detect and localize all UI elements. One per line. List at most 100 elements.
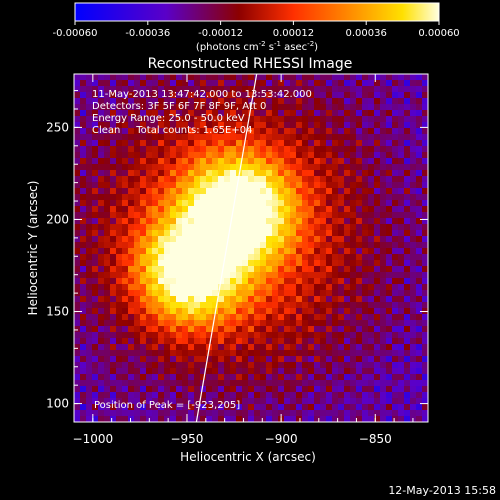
- heatmap-cell: [158, 404, 165, 411]
- heatmap-cell: [332, 272, 339, 279]
- heatmap-cell: [206, 164, 213, 171]
- heatmap-cell: [140, 302, 147, 309]
- heatmap-cell: [230, 290, 237, 297]
- heatmap-cell: [164, 206, 171, 213]
- heatmap-cell: [170, 314, 177, 321]
- heatmap-cell: [296, 80, 303, 87]
- heatmap-cell: [194, 254, 201, 261]
- heatmap-cell: [224, 104, 231, 111]
- heatmap-cell: [86, 368, 93, 375]
- heatmap-cell: [332, 218, 339, 225]
- heatmap-cell: [86, 134, 93, 141]
- heatmap-cell: [290, 326, 297, 333]
- heatmap-cell: [152, 206, 159, 213]
- heatmap-cell: [218, 122, 225, 129]
- heatmap-cell: [302, 398, 309, 405]
- heatmap-cell: [380, 398, 387, 405]
- heatmap-cell: [122, 410, 129, 417]
- heatmap-cell: [272, 260, 279, 267]
- heatmap-cell: [326, 410, 333, 417]
- heatmap-cell: [266, 98, 273, 105]
- heatmap-cell: [116, 104, 123, 111]
- heatmap-cell: [110, 212, 117, 219]
- heatmap-cell: [404, 290, 411, 297]
- heatmap-cell: [86, 404, 93, 411]
- heatmap-cell: [368, 146, 375, 153]
- heatmap-cell: [326, 140, 333, 147]
- heatmap-cell: [122, 224, 129, 231]
- heatmap-cell: [116, 314, 123, 321]
- heatmap-cell: [104, 110, 111, 117]
- heatmap-cell: [128, 296, 135, 303]
- heatmap-cell: [296, 404, 303, 411]
- heatmap-cell: [404, 188, 411, 195]
- heatmap-cell: [314, 344, 321, 351]
- heatmap-cell: [116, 116, 123, 123]
- heatmap-cell: [164, 122, 171, 129]
- heatmap-cell: [350, 302, 357, 309]
- heatmap-cell: [92, 260, 99, 267]
- heatmap-cell: [224, 374, 231, 381]
- heatmap-cell: [392, 296, 399, 303]
- heatmap-cell: [398, 128, 405, 135]
- heatmap-cell: [404, 368, 411, 375]
- heatmap-cell: [212, 140, 219, 147]
- heatmap-cell: [74, 200, 81, 207]
- heatmap-cell: [308, 128, 315, 135]
- heatmap-cell: [104, 248, 111, 255]
- heatmap-cell: [344, 74, 351, 81]
- heatmap-cell: [206, 224, 213, 231]
- heatmap-cell: [374, 320, 381, 327]
- heatmap-cell: [104, 302, 111, 309]
- heatmap-cell: [254, 164, 261, 171]
- heatmap-cell: [212, 386, 219, 393]
- heatmap-cell: [206, 308, 213, 315]
- heatmap-cell: [98, 320, 105, 327]
- heatmap-cell: [242, 344, 249, 351]
- heatmap-cell: [134, 80, 141, 87]
- heatmap-cell: [344, 92, 351, 99]
- heatmap-cell: [152, 98, 159, 105]
- heatmap-cell: [146, 362, 153, 369]
- heatmap-cell: [254, 206, 261, 213]
- heatmap-cell: [344, 146, 351, 153]
- heatmap-cell: [164, 368, 171, 375]
- heatmap-cell: [230, 122, 237, 129]
- heatmap-cell: [206, 230, 213, 237]
- heatmap-cell: [404, 110, 411, 117]
- heatmap-cell: [164, 242, 171, 249]
- heatmap-cell: [404, 308, 411, 315]
- heatmap-cell: [98, 416, 105, 422]
- heatmap-cell: [224, 236, 231, 243]
- heatmap-cell: [302, 110, 309, 117]
- heatmap-cell: [86, 326, 93, 333]
- heatmap-cell: [422, 386, 428, 393]
- heatmap-cell: [374, 206, 381, 213]
- heatmap-cell: [194, 176, 201, 183]
- heatmap-cell: [170, 80, 177, 87]
- heatmap-cell: [140, 92, 147, 99]
- heatmap-cell: [260, 128, 267, 135]
- heatmap-cell: [392, 212, 399, 219]
- heatmap-cell: [74, 302, 81, 309]
- heatmap-cell: [128, 410, 135, 417]
- heatmap-cell: [272, 122, 279, 129]
- heatmap-cell: [158, 398, 165, 405]
- heatmap-cell: [224, 170, 231, 177]
- heatmap-cell: [188, 386, 195, 393]
- heatmap-cell: [134, 230, 141, 237]
- heatmap-cell: [164, 146, 171, 153]
- heatmap-cell: [146, 140, 153, 147]
- heatmap-cell: [404, 104, 411, 111]
- heatmap-cell: [122, 278, 129, 285]
- heatmap-cell: [242, 242, 249, 249]
- heatmap-cell: [134, 392, 141, 399]
- heatmap-cell: [104, 344, 111, 351]
- heatmap-cell: [266, 416, 273, 422]
- heatmap-cell: [326, 74, 333, 81]
- heatmap-cell: [422, 398, 428, 405]
- heatmap-cell: [116, 356, 123, 363]
- heatmap-cell: [152, 170, 159, 177]
- heatmap-cell: [422, 176, 428, 183]
- heatmap-cell: [128, 92, 135, 99]
